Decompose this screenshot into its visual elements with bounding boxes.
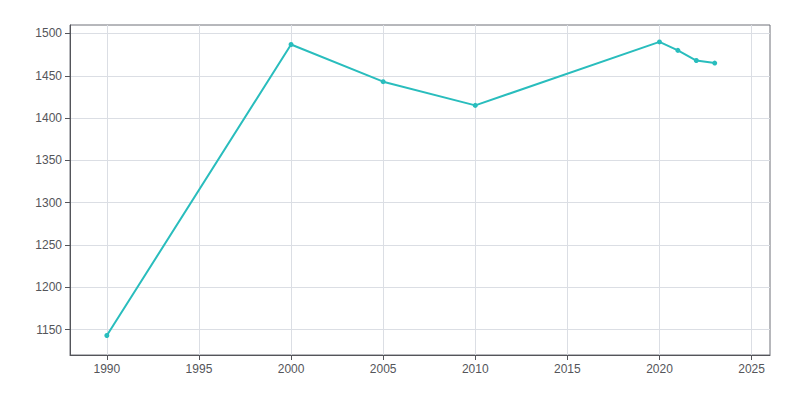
svg-text:2010: 2010: [462, 362, 489, 376]
svg-text:1350: 1350: [35, 153, 62, 167]
svg-text:1500: 1500: [35, 26, 62, 40]
svg-text:1450: 1450: [35, 69, 62, 83]
svg-text:2005: 2005: [370, 362, 397, 376]
svg-text:1150: 1150: [36, 323, 62, 337]
svg-text:1250: 1250: [35, 238, 62, 252]
svg-text:1400: 1400: [35, 111, 62, 125]
svg-text:1200: 1200: [35, 280, 62, 294]
svg-text:1300: 1300: [35, 196, 62, 210]
svg-text:2015: 2015: [554, 362, 581, 376]
svg-text:2000: 2000: [278, 362, 305, 376]
svg-text:2020: 2020: [646, 362, 673, 376]
svg-text:1990: 1990: [93, 362, 120, 376]
svg-text:2025: 2025: [738, 362, 765, 376]
svg-text:1995: 1995: [186, 362, 213, 376]
